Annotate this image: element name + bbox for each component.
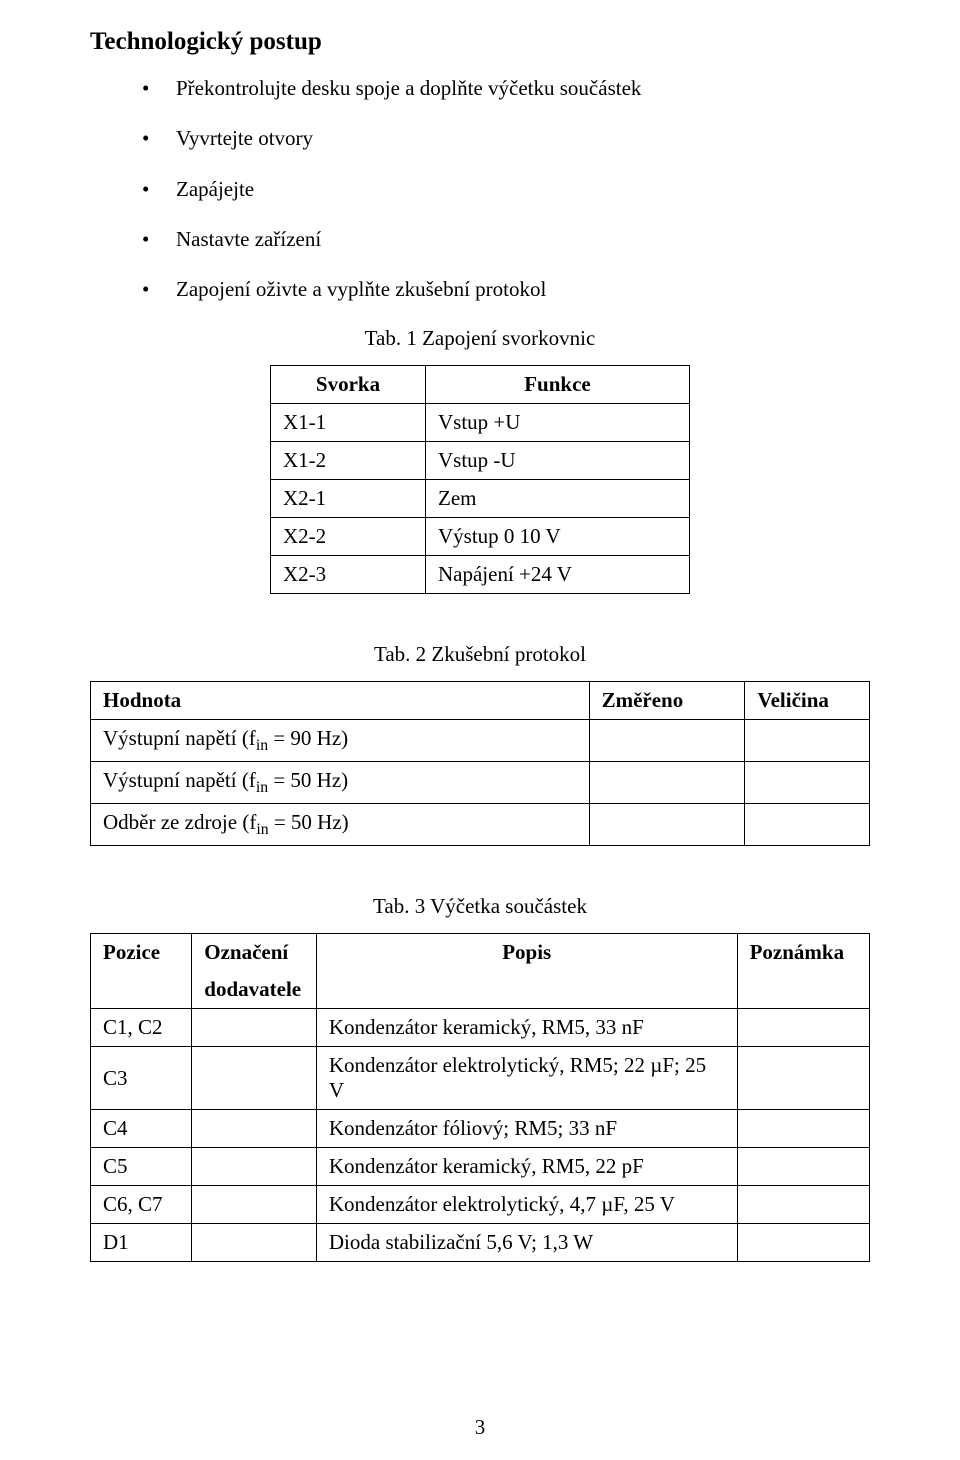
table-row: X1-1Vstup +U xyxy=(271,403,690,441)
cell: Vstup -U xyxy=(426,441,690,479)
table3-caption: Tab. 3 Výčetka součástek xyxy=(90,894,870,919)
list-item: Vyvrtejte otvory xyxy=(142,124,870,152)
cell-hodnota: Výstupní napětí (fin = 50 Hz) xyxy=(91,761,590,803)
list-item: Překontrolujte desku spoje a doplňte výč… xyxy=(142,74,870,102)
cell-popis: Kondenzátor elektrolytický, 4,7 µF, 25 V xyxy=(316,1186,737,1224)
cell-oznaceni xyxy=(192,1110,317,1148)
cell-poznamka xyxy=(737,1224,869,1262)
th-oznaceni-line2: dodavatele xyxy=(192,971,317,1009)
th-pozice: Pozice xyxy=(91,934,192,1009)
cell-zmereno xyxy=(589,804,745,846)
cell-hodnota: Výstupní napětí (fin = 90 Hz) xyxy=(91,719,590,761)
cell-popis: Kondenzátor keramický, RM5, 33 nF xyxy=(316,1009,737,1047)
table-parts: Pozice Označení Popis Poznámka dodavatel… xyxy=(90,933,870,1262)
cell-popis: Kondenzátor fóliový; RM5; 33 nF xyxy=(316,1110,737,1148)
table-row: Odběr ze zdroje (fin = 50 Hz) xyxy=(91,804,870,846)
cell-pozice: C4 xyxy=(91,1110,192,1148)
cell-zmereno xyxy=(589,761,745,803)
table-row: C6, C7 Kondenzátor elektrolytický, 4,7 µ… xyxy=(91,1186,870,1224)
table-row: Výstupní napětí (fin = 90 Hz) xyxy=(91,719,870,761)
th-poznamka: Poznámka xyxy=(737,934,869,1009)
table-row: C5 Kondenzátor keramický, RM5, 22 pF xyxy=(91,1148,870,1186)
page-number: 3 xyxy=(0,1415,960,1440)
cell: X1-2 xyxy=(271,441,426,479)
th-svorka: Svorka xyxy=(271,365,426,403)
table-row: D1 Dioda stabilizační 5,6 V; 1,3 W xyxy=(91,1224,870,1262)
cell-popis: Kondenzátor elektrolytický, RM5; 22 µF; … xyxy=(316,1047,737,1110)
th-zmereno: Změřeno xyxy=(589,681,745,719)
cell-poznamka xyxy=(737,1186,869,1224)
table-protocol: Hodnota Změřeno Veličina Výstupní napětí… xyxy=(90,681,870,847)
cell-pozice: C6, C7 xyxy=(91,1186,192,1224)
table1-caption: Tab. 1 Zapojení svorkovnic xyxy=(90,326,870,351)
table-row: Výstupní napětí (fin = 50 Hz) xyxy=(91,761,870,803)
th-popis: Popis xyxy=(316,934,737,1009)
cell-poznamka xyxy=(737,1047,869,1110)
cell: X1-1 xyxy=(271,403,426,441)
table2-caption: Tab. 2 Zkušební protokol xyxy=(90,642,870,667)
th-funkce: Funkce xyxy=(426,365,690,403)
cell-popis: Kondenzátor keramický, RM5, 22 pF xyxy=(316,1148,737,1186)
list-item: Nastavte zařízení xyxy=(142,225,870,253)
page: Technologický postup Překontrolujte desk… xyxy=(0,0,960,1460)
cell-velicina xyxy=(745,804,870,846)
cell-poznamka xyxy=(737,1009,869,1047)
table-row: C3 Kondenzátor elektrolytický, RM5; 22 µ… xyxy=(91,1047,870,1110)
cell-velicina xyxy=(745,719,870,761)
cell-oznaceni xyxy=(192,1186,317,1224)
cell: Zem xyxy=(426,479,690,517)
cell: X2-1 xyxy=(271,479,426,517)
steps-list: Překontrolujte desku spoje a doplňte výč… xyxy=(90,74,870,304)
cell: X2-3 xyxy=(271,555,426,593)
th-velicina: Veličina xyxy=(745,681,870,719)
cell-oznaceni xyxy=(192,1224,317,1262)
list-item: Zapájejte xyxy=(142,175,870,203)
cell-popis: Dioda stabilizační 5,6 V; 1,3 W xyxy=(316,1224,737,1262)
table-row: X2-1Zem xyxy=(271,479,690,517)
cell-pozice: D1 xyxy=(91,1224,192,1262)
table-row: X2-3Napájení +24 V xyxy=(271,555,690,593)
table-row: X2-2Výstup 0 10 V xyxy=(271,517,690,555)
cell-poznamka xyxy=(737,1110,869,1148)
cell-hodnota: Odběr ze zdroje (fin = 50 Hz) xyxy=(91,804,590,846)
cell-oznaceni xyxy=(192,1009,317,1047)
th-oznaceni-line1: Označení xyxy=(192,934,317,972)
table-row: X1-2Vstup -U xyxy=(271,441,690,479)
cell-oznaceni xyxy=(192,1047,317,1110)
th-hodnota: Hodnota xyxy=(91,681,590,719)
cell: Napájení +24 V xyxy=(426,555,690,593)
cell: Výstup 0 10 V xyxy=(426,517,690,555)
cell-oznaceni xyxy=(192,1148,317,1186)
page-title: Technologický postup xyxy=(90,28,870,56)
cell-velicina xyxy=(745,761,870,803)
table-row: C4 Kondenzátor fóliový; RM5; 33 nF xyxy=(91,1110,870,1148)
cell: X2-2 xyxy=(271,517,426,555)
cell-pozice: C3 xyxy=(91,1047,192,1110)
cell-pozice: C1, C2 xyxy=(91,1009,192,1047)
cell: Vstup +U xyxy=(426,403,690,441)
cell-pozice: C5 xyxy=(91,1148,192,1186)
list-item: Zapojení oživte a vyplňte zkušební proto… xyxy=(142,275,870,303)
table-row: C1, C2 Kondenzátor keramický, RM5, 33 nF xyxy=(91,1009,870,1047)
cell-poznamka xyxy=(737,1148,869,1186)
table-svorkovnic: Svorka Funkce X1-1Vstup +U X1-2Vstup -U … xyxy=(270,365,690,594)
cell-zmereno xyxy=(589,719,745,761)
